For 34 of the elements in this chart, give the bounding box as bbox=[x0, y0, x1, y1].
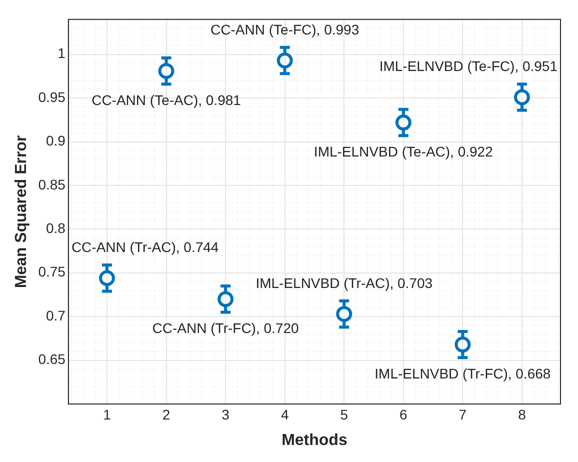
annotation: CC-ANN (Te-AC), 0.981 bbox=[92, 92, 242, 108]
x-tick-label: 4 bbox=[280, 406, 289, 422]
y-tick-label: 0.65 bbox=[38, 351, 66, 368]
y-tick-label: 0.9 bbox=[46, 132, 66, 149]
point bbox=[454, 336, 471, 353]
y-tick-label: 0.95 bbox=[38, 88, 66, 105]
x-tick-label: 8 bbox=[518, 406, 526, 422]
x-tick-label: 3 bbox=[222, 406, 230, 422]
x-tick-label: 6 bbox=[400, 406, 408, 422]
annotation: CC-ANN (Tr-FC), 0.720 bbox=[152, 320, 299, 336]
point bbox=[158, 62, 174, 79]
x-tick-label: 5 bbox=[340, 406, 348, 422]
x-tick-label: 2 bbox=[162, 406, 170, 422]
y-axis-title: Mean Squared Error bbox=[13, 135, 30, 288]
point bbox=[514, 89, 530, 106]
annotation: IML-ELNVBD (Te-AC), 0.922 bbox=[314, 143, 494, 160]
annotation: IML-ELNVBD (Tr-AC), 0.703 bbox=[256, 274, 433, 291]
x-tick-label: 7 bbox=[458, 406, 467, 422]
y-tick-label: 1 bbox=[58, 45, 66, 62]
y-tick-label: 0.75 bbox=[38, 264, 66, 280]
point bbox=[276, 52, 293, 68]
point bbox=[336, 306, 352, 322]
y-tick-label: 0.7 bbox=[46, 307, 66, 324]
x-tick-label: 1 bbox=[103, 406, 112, 422]
x-axis-title: Methods bbox=[282, 432, 348, 449]
annotation: CC-ANN (Tr-AC), 0.744 bbox=[71, 238, 219, 255]
annotation: CC-ANN (Te-FC), 0.993 bbox=[210, 21, 360, 38]
y-tick-label: 0.8 bbox=[46, 220, 66, 236]
y-tick-label: 0.85 bbox=[38, 176, 66, 192]
point bbox=[218, 291, 234, 308]
point bbox=[98, 270, 115, 286]
annotation: IML-ELNVBD (Tr-FC), 0.668 bbox=[374, 365, 551, 382]
annotation: IML-ELNVBD (Te-FC), 0.951 bbox=[379, 58, 558, 74]
point bbox=[395, 114, 412, 131]
